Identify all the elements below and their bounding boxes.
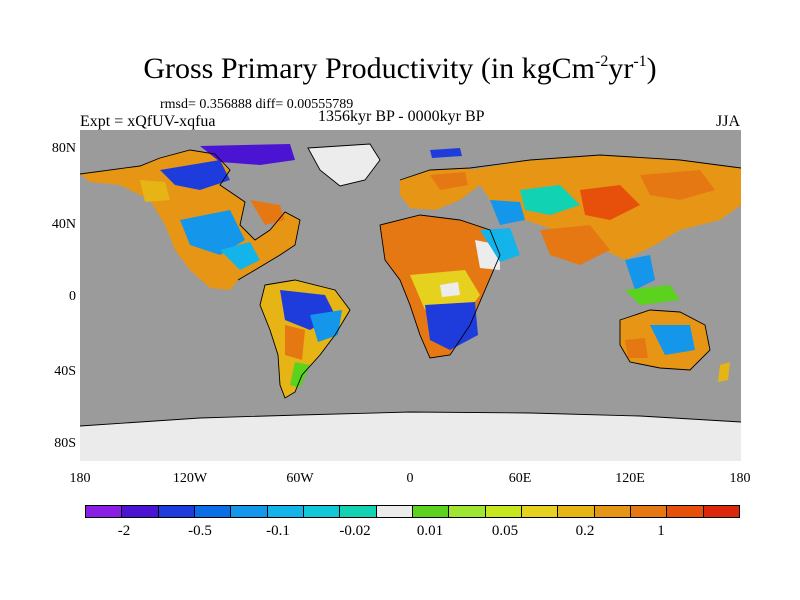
colorbar-cell [303, 506, 341, 517]
colorbar-cell [594, 506, 631, 517]
colorbar-label: 1 [657, 523, 665, 539]
lon-label-120e: 120E [615, 471, 645, 486]
colorbar-label: -0.5 [188, 523, 212, 539]
land-anomaly-field [80, 144, 741, 461]
lon-label-60e: 60E [508, 471, 532, 486]
colorbar-cell [194, 506, 232, 517]
colorbar-cell [703, 506, 739, 517]
coastlines [80, 143, 741, 427]
period-label: 1356kyr BP - 0000kyr BP [318, 108, 485, 125]
lat-label-40s: 40S [54, 364, 76, 379]
colorbar [85, 505, 740, 518]
lon-label-60w: 60W [286, 471, 314, 486]
lon-label-180e: 180 [729, 471, 751, 486]
map-canvas [80, 130, 741, 461]
lat-label-40n: 40N [51, 217, 76, 232]
plot-title: Gross Primary Productivity (in kgCm-2yr-… [143, 52, 657, 85]
colorbar-label: 0.05 [491, 523, 519, 539]
colorbar-cell [376, 506, 413, 517]
lon-label-120w: 120W [172, 471, 208, 486]
lon-label-180w: 180 [69, 471, 91, 486]
colorbar-cell [267, 506, 304, 517]
colorbar-cell [521, 506, 559, 517]
colorbar-label: 0.01 [416, 523, 444, 539]
lon-label-0: 0 [406, 471, 414, 486]
stats-text: rmsd= 0.356888 diff= 0.00555789 [160, 97, 354, 112]
colorbar-cell [412, 506, 450, 517]
colorbar-cell [158, 506, 195, 517]
lat-label-0: 0 [69, 289, 76, 304]
colorbar-cell [485, 506, 522, 517]
colorbar-cell [630, 506, 668, 517]
season-label: JJA [715, 113, 740, 130]
colorbar-cell [449, 506, 486, 517]
colorbar-cell [558, 506, 595, 517]
colorbar-cell [340, 506, 377, 517]
colorbar-cell [667, 506, 704, 517]
colorbar-label: -0.02 [339, 523, 371, 539]
colorbar-cell [231, 506, 268, 517]
colorbar-label: 0.2 [575, 523, 595, 539]
experiment-label: Expt = xQfUV-xqfua [80, 113, 216, 130]
colorbar-label: -2 [117, 523, 131, 539]
colorbar-cell [86, 506, 123, 517]
lat-label-80s: 80S [54, 436, 76, 451]
colorbar-cell [122, 506, 159, 517]
lat-label-80n: 80N [51, 141, 76, 156]
world-map [80, 130, 741, 461]
colorbar-label: -0.1 [266, 523, 290, 539]
